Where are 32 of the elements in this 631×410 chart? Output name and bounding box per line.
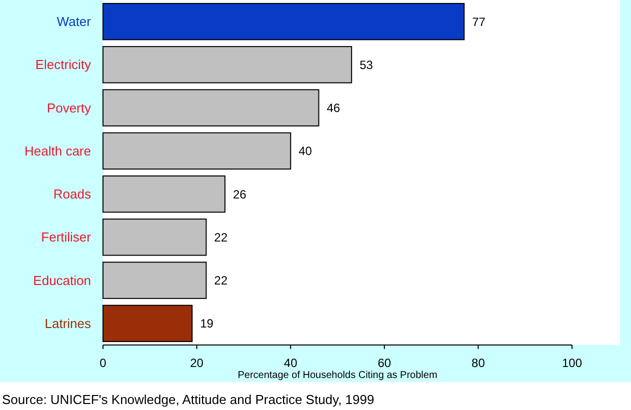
data-label: 53 xyxy=(360,58,374,72)
bar xyxy=(102,2,465,40)
x-tick-label: 80 xyxy=(472,356,486,370)
y-tick-label: Water xyxy=(56,14,92,30)
data-label: 22 xyxy=(214,230,228,244)
data-label: 26 xyxy=(232,187,247,202)
bar xyxy=(102,175,226,213)
data-label: 46 xyxy=(326,101,340,116)
data-label: 77 xyxy=(472,14,486,29)
y-tick-label: Education xyxy=(33,272,91,288)
bar xyxy=(102,262,207,299)
source-note: Source: UNICEF's Knowledge, Attitude and Practice Study, 1999 xyxy=(2,392,374,407)
data-label: 40 xyxy=(298,144,312,158)
y-tick-label: Fertiliser xyxy=(41,230,92,245)
y-tick-label: Roads xyxy=(53,186,92,202)
data-label: 19 xyxy=(200,316,214,331)
bar xyxy=(102,218,207,256)
y-tick-label: Electricity xyxy=(35,57,92,72)
x-tick-label: 60 xyxy=(378,356,392,370)
y-tick-label: Poverty xyxy=(46,100,92,116)
x-tick-label: 40 xyxy=(284,356,298,370)
x-tick-label: 0 xyxy=(100,356,107,370)
x-tick-label: 20 xyxy=(190,356,204,370)
bar xyxy=(102,46,352,84)
y-tick-label: Health care xyxy=(24,143,91,158)
data-label: 22 xyxy=(214,274,228,288)
x-axis-title: Percentage of Households Citing as Problem xyxy=(238,370,438,381)
bar xyxy=(102,132,292,170)
y-tick-label: Latrines xyxy=(44,316,92,331)
bar xyxy=(102,304,193,342)
x-tick-label: 100 xyxy=(562,356,582,370)
bar xyxy=(102,89,320,126)
